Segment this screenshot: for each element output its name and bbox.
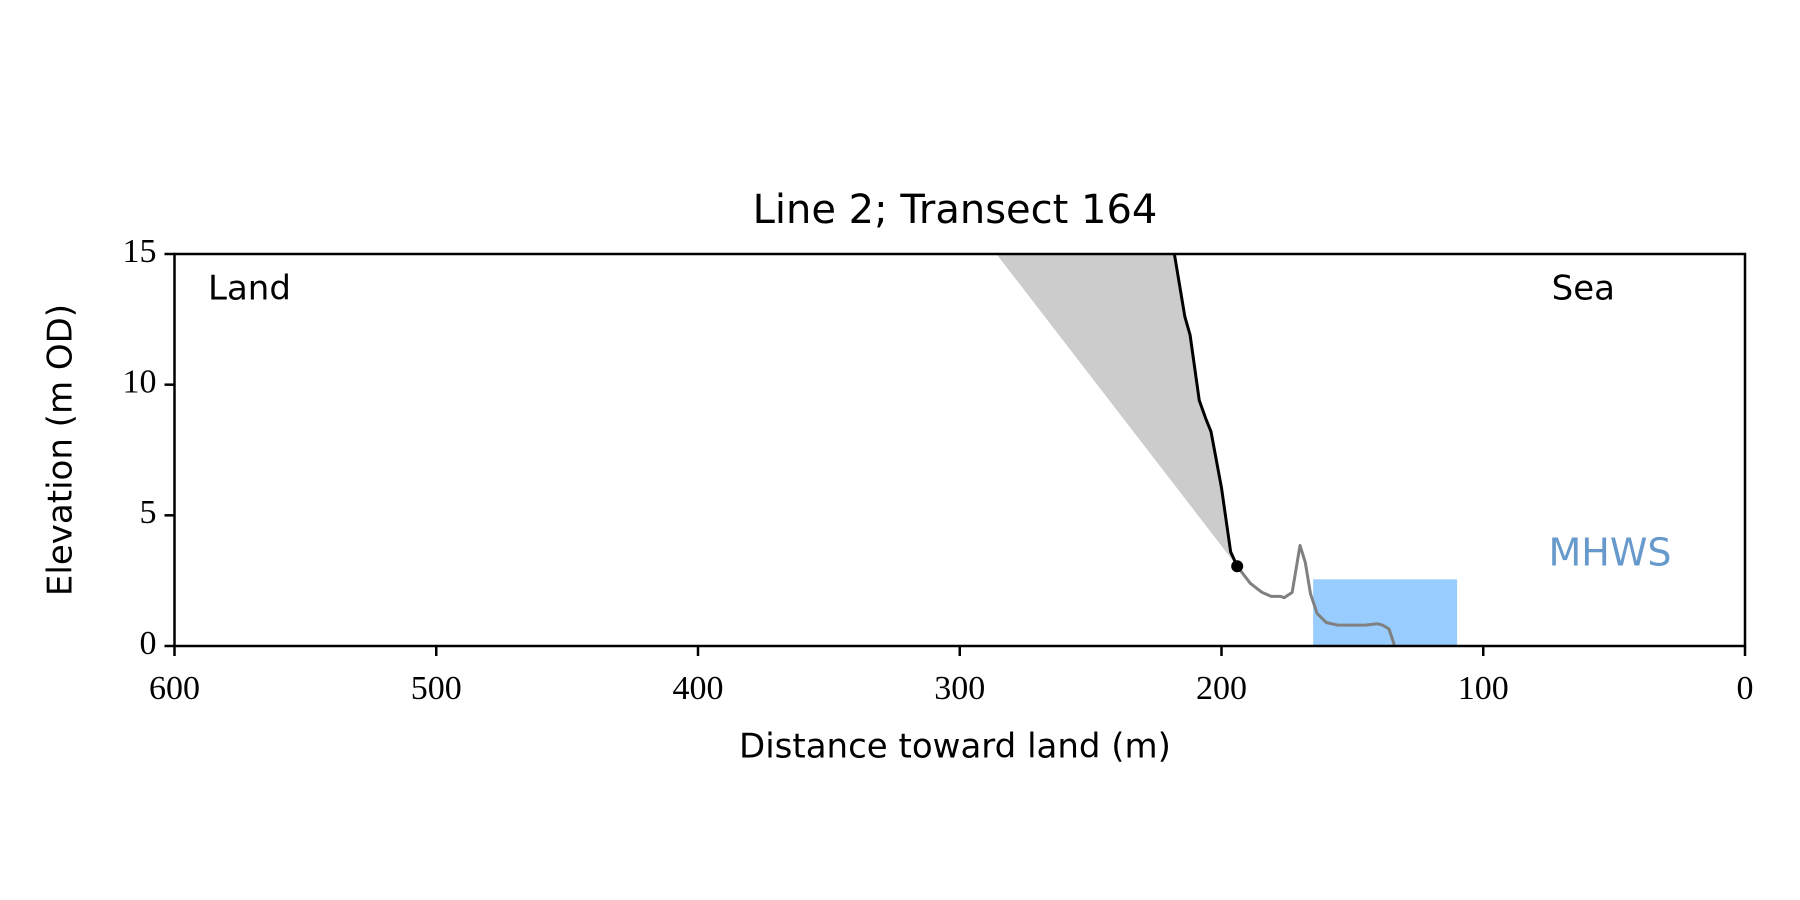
y-tick-label: 10: [123, 363, 157, 400]
land-label: Land: [208, 269, 291, 309]
shade: [996, 254, 1238, 567]
x-tick-label: 100: [1458, 670, 1509, 707]
plot-frame: [173, 252, 1747, 648]
y-axis-label: Elevation (m OD): [41, 304, 81, 596]
profile-line: [1236, 543, 1396, 646]
mhws-label: MHWS: [1548, 531, 1671, 575]
mhws-box: [1313, 579, 1458, 646]
sea-label: Sea: [1552, 269, 1615, 309]
y-tick-label: 15: [123, 233, 157, 270]
x-tick-label: 0: [1737, 670, 1754, 707]
x-tick-label: 300: [934, 670, 985, 707]
profile-line: [1172, 253, 1239, 567]
x-tick-label: 500: [411, 670, 462, 707]
y-tick-label: 5: [140, 494, 157, 531]
x-axis-label: Distance toward land (m): [739, 727, 1171, 767]
marker: [1231, 560, 1244, 573]
x-tick-label: 600: [149, 670, 200, 707]
y-tick-label: 0: [140, 625, 157, 662]
x-tick-label: 200: [1196, 670, 1247, 707]
chart-title: Line 2; Transect 164: [753, 187, 1158, 233]
x-tick-label: 400: [673, 670, 724, 707]
